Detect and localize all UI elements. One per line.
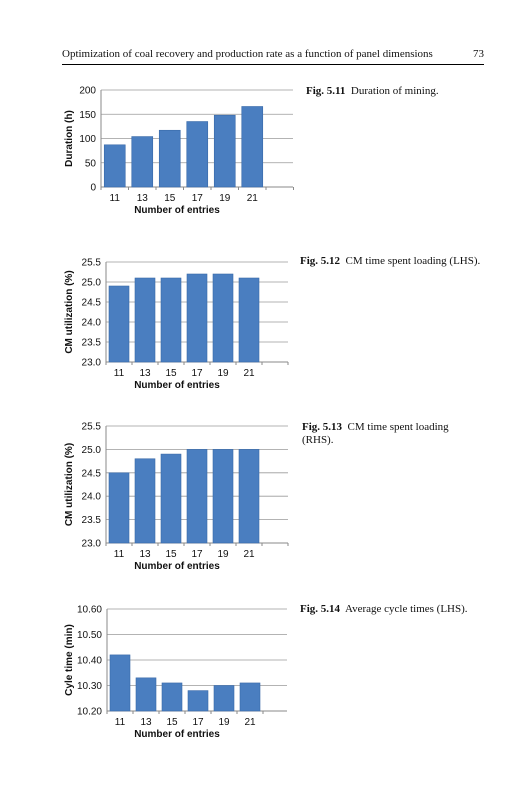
bar: [187, 690, 209, 712]
bar: [134, 458, 156, 544]
bar: [158, 129, 181, 188]
y-tick-label: 25.0: [82, 445, 102, 456]
x-tick-label: 19: [218, 717, 230, 728]
x-tick-label: 21: [247, 193, 259, 204]
caption-text: Average cycle times (LHS).: [344, 603, 468, 615]
x-tick-label: 17: [191, 549, 203, 560]
x-tick-label: 11: [114, 368, 125, 379]
y-tick-label: 23.5: [82, 338, 102, 349]
y-tick-label: 25.5: [82, 258, 102, 269]
bar: [109, 654, 131, 712]
bar: [108, 285, 130, 363]
caption-number: Fig. 5.13: [302, 421, 343, 433]
bar: [212, 273, 234, 363]
bar: [212, 449, 234, 544]
bar: [213, 114, 236, 188]
x-tick-label: 21: [244, 717, 256, 728]
y-tick-label: 10.20: [77, 707, 102, 718]
y-tick-label: 10.50: [77, 630, 102, 641]
bar: [239, 682, 261, 712]
x-tick-label: 21: [243, 368, 255, 379]
y-axis-title: CM utilization (%): [64, 270, 75, 353]
y-axis-title: CM utilization (%): [64, 443, 75, 526]
chart-average-cycle-times: 10.20 10.30 10.40 10.50 10.60 11 13 15 17 19 21 Num…: [64, 605, 287, 740]
x-tick-label: 15: [166, 717, 178, 728]
caption-fig-5-13: Fig. 5.13 CM time spent loading (RHS).: [302, 421, 472, 447]
y-tick-label: 100: [79, 134, 96, 145]
x-tick-label: 15: [165, 368, 177, 379]
caption-number: Fig. 5.11: [306, 85, 346, 97]
y-tick-label: 10.60: [77, 605, 102, 616]
y-tick-label: 24.5: [82, 298, 102, 309]
y-tick-label: 24.0: [82, 492, 102, 503]
chart-cm-time-loading-rhs: 23.0 23.5 24.0 24.5 25.0 25.5 11 13 15 17 19 21 Numb…: [64, 422, 289, 572]
bar: [131, 136, 154, 188]
x-tick-label: 13: [139, 549, 151, 560]
y-tick-label: 23.0: [82, 358, 102, 369]
x-axis-title: Number of entries: [134, 205, 220, 216]
running-head: Optimization of coal recovery and produc…: [62, 48, 484, 65]
caption-number: Fig. 5.14: [300, 603, 341, 615]
y-tick-label: 24.5: [82, 468, 102, 479]
bar: [160, 277, 182, 363]
y-tick-label: 10.40: [77, 656, 102, 667]
x-tick-label: 19: [217, 549, 229, 560]
y-tick-label: 25.5: [82, 422, 102, 433]
x-tick-label: 15: [165, 549, 177, 560]
bar: [108, 472, 130, 544]
x-tick-label: 17: [192, 717, 204, 728]
y-tick-label: 200: [79, 86, 96, 97]
chart-duration-of-mining: 0 50 100 150 200 11 13 15 17 19 21 Number of entrie…: [64, 86, 294, 216]
x-axis-title: Number of entries: [134, 380, 220, 391]
y-tick-label: 50: [85, 158, 97, 169]
y-tick-label: 10.30: [77, 681, 102, 692]
y-tick-label: 25.0: [82, 278, 102, 289]
x-tick-label: 11: [110, 193, 121, 204]
caption-number: Fig. 5.12: [300, 255, 341, 267]
bar: [241, 106, 264, 188]
bar: [135, 677, 157, 712]
y-tick-label: 24.0: [82, 318, 102, 329]
x-tick-label: 13: [137, 193, 149, 204]
x-tick-label: 21: [243, 549, 255, 560]
x-tick-label: 19: [217, 368, 229, 379]
caption-text: CM time spent loading (RHS).: [302, 421, 449, 446]
bar: [134, 277, 156, 363]
bar: [186, 449, 208, 544]
caption-fig-5-12: Fig. 5.12 CM time spent loading (LHS).: [300, 255, 500, 268]
x-axis-title: Number of entries: [134, 561, 220, 572]
x-tick-label: 11: [115, 717, 126, 728]
y-tick-label: 23.0: [82, 539, 102, 550]
bar: [103, 144, 126, 188]
x-tick-label: 13: [140, 717, 152, 728]
x-tick-label: 19: [219, 193, 231, 204]
caption-fig-5-11: Fig. 5.11 Duration of mining.: [306, 85, 491, 98]
caption-text: CM time spent loading (LHS).: [345, 255, 481, 267]
y-axis-title: Duration (h): [64, 110, 75, 167]
y-tick-label: 150: [79, 110, 96, 121]
x-tick-label: 15: [164, 193, 176, 204]
y-axis-title: Cyle time (min): [64, 624, 75, 696]
page-number: 73: [473, 48, 484, 60]
running-head-title: Optimization of coal recovery and produc…: [62, 48, 433, 60]
bar: [238, 277, 260, 363]
y-tick-label: 0: [90, 183, 96, 194]
x-tick-label: 13: [139, 368, 151, 379]
bar: [186, 273, 208, 363]
bar: [238, 449, 260, 544]
chart-cm-time-loading-lhs: 23.0 23.5 24.0 24.5 25.0 25.5 11 13 15 17 19 21 Numb…: [64, 258, 289, 391]
x-tick-label: 17: [191, 368, 203, 379]
x-tick-label: 17: [192, 193, 204, 204]
bar: [161, 682, 183, 712]
bar: [160, 453, 182, 544]
y-tick-label: 23.5: [82, 515, 102, 526]
bar: [213, 685, 235, 712]
x-axis-title: Number of entries: [134, 729, 220, 740]
x-tick-label: 11: [114, 549, 125, 560]
caption-fig-5-14: Fig. 5.14 Average cycle times (LHS).: [300, 603, 500, 616]
caption-text: Duration of mining.: [350, 85, 439, 97]
bar: [186, 121, 209, 188]
